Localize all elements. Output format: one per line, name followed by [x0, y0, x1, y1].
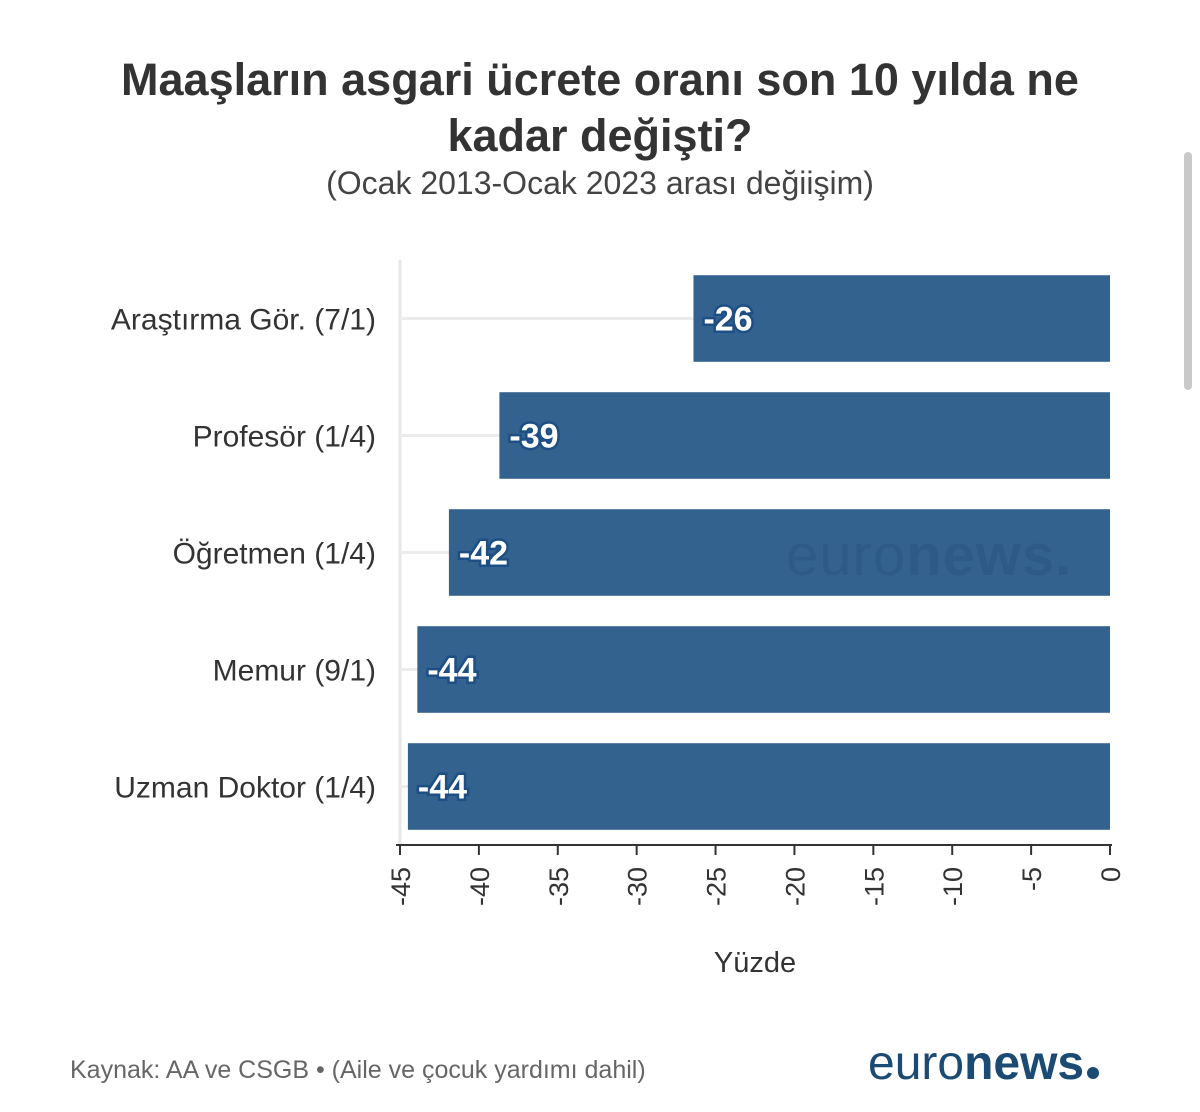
value-label: -39: [509, 418, 558, 456]
bar: [499, 392, 1110, 479]
chart-title-line-2: kadar değişti?: [447, 110, 753, 161]
x-tick-label: -5: [1017, 867, 1047, 891]
value-label: -44: [418, 769, 467, 807]
category-label: Profesör (1/4): [193, 421, 376, 454]
euronews-logo: euronews: [868, 1036, 1100, 1092]
bar: [407, 743, 1110, 830]
bar-chart: euronews. -26 -39 -42 -44 -44 Araştırma Gör.…: [111, 260, 1126, 979]
watermark: euronews.: [786, 523, 1072, 588]
scrollbar[interactable]: [1184, 152, 1192, 390]
category-label: Uzman Doktor (1/4): [114, 772, 376, 805]
category-label: Araştırma Gör. (7/1): [111, 304, 376, 337]
x-tick-label: -30: [623, 867, 653, 906]
x-tick-label: -25: [702, 867, 732, 906]
chart-subtitle: (Ocak 2013-Ocak 2023 arası değiişim): [326, 165, 874, 201]
category-label: Memur (9/1): [213, 655, 376, 688]
x-tick-label: -45: [386, 867, 416, 906]
logo-part-1: euro: [868, 1037, 965, 1090]
x-axis-title: Yüzde: [714, 947, 796, 979]
watermark-part-1: euro: [786, 523, 906, 588]
value-label: -42: [459, 535, 508, 573]
x-axis: -45 -40 -35 -30 -25 -20 -15 -10 -5 0: [386, 844, 1126, 906]
source-note: Kaynak: AA ve CSGB • (Aile ve çocuk yard…: [70, 1056, 646, 1084]
x-tick-label: -35: [544, 867, 574, 906]
x-tick-label: -15: [859, 867, 889, 906]
bars: [407, 275, 1110, 830]
chart-title-line-1: Maaşların asgari ücrete oranı son 10 yıl…: [121, 54, 1079, 105]
x-tick-label: -10: [938, 867, 968, 906]
x-tick-label: -40: [465, 867, 495, 906]
bar: [448, 509, 1110, 596]
value-label: -26: [703, 301, 752, 339]
logo-dot: [1087, 1067, 1100, 1079]
x-tick-label: -20: [780, 867, 810, 906]
x-tick-label: 0: [1096, 867, 1126, 882]
watermark-part-2: news.: [906, 523, 1072, 588]
category-labels: Araştırma Gör. (7/1) Profesör (1/4) Öğretm…: [111, 304, 376, 805]
bar: [693, 275, 1110, 362]
logo-part-2: news: [964, 1037, 1085, 1090]
category-label: Öğretmen (1/4): [173, 538, 376, 571]
value-label: -44: [427, 652, 476, 690]
bar: [417, 626, 1110, 713]
chart-title: Maaşların asgari ücrete oranı son 10 yıl…: [0, 52, 1200, 164]
value-labels: -26 -39 -42 -44 -44: [415, 298, 755, 809]
